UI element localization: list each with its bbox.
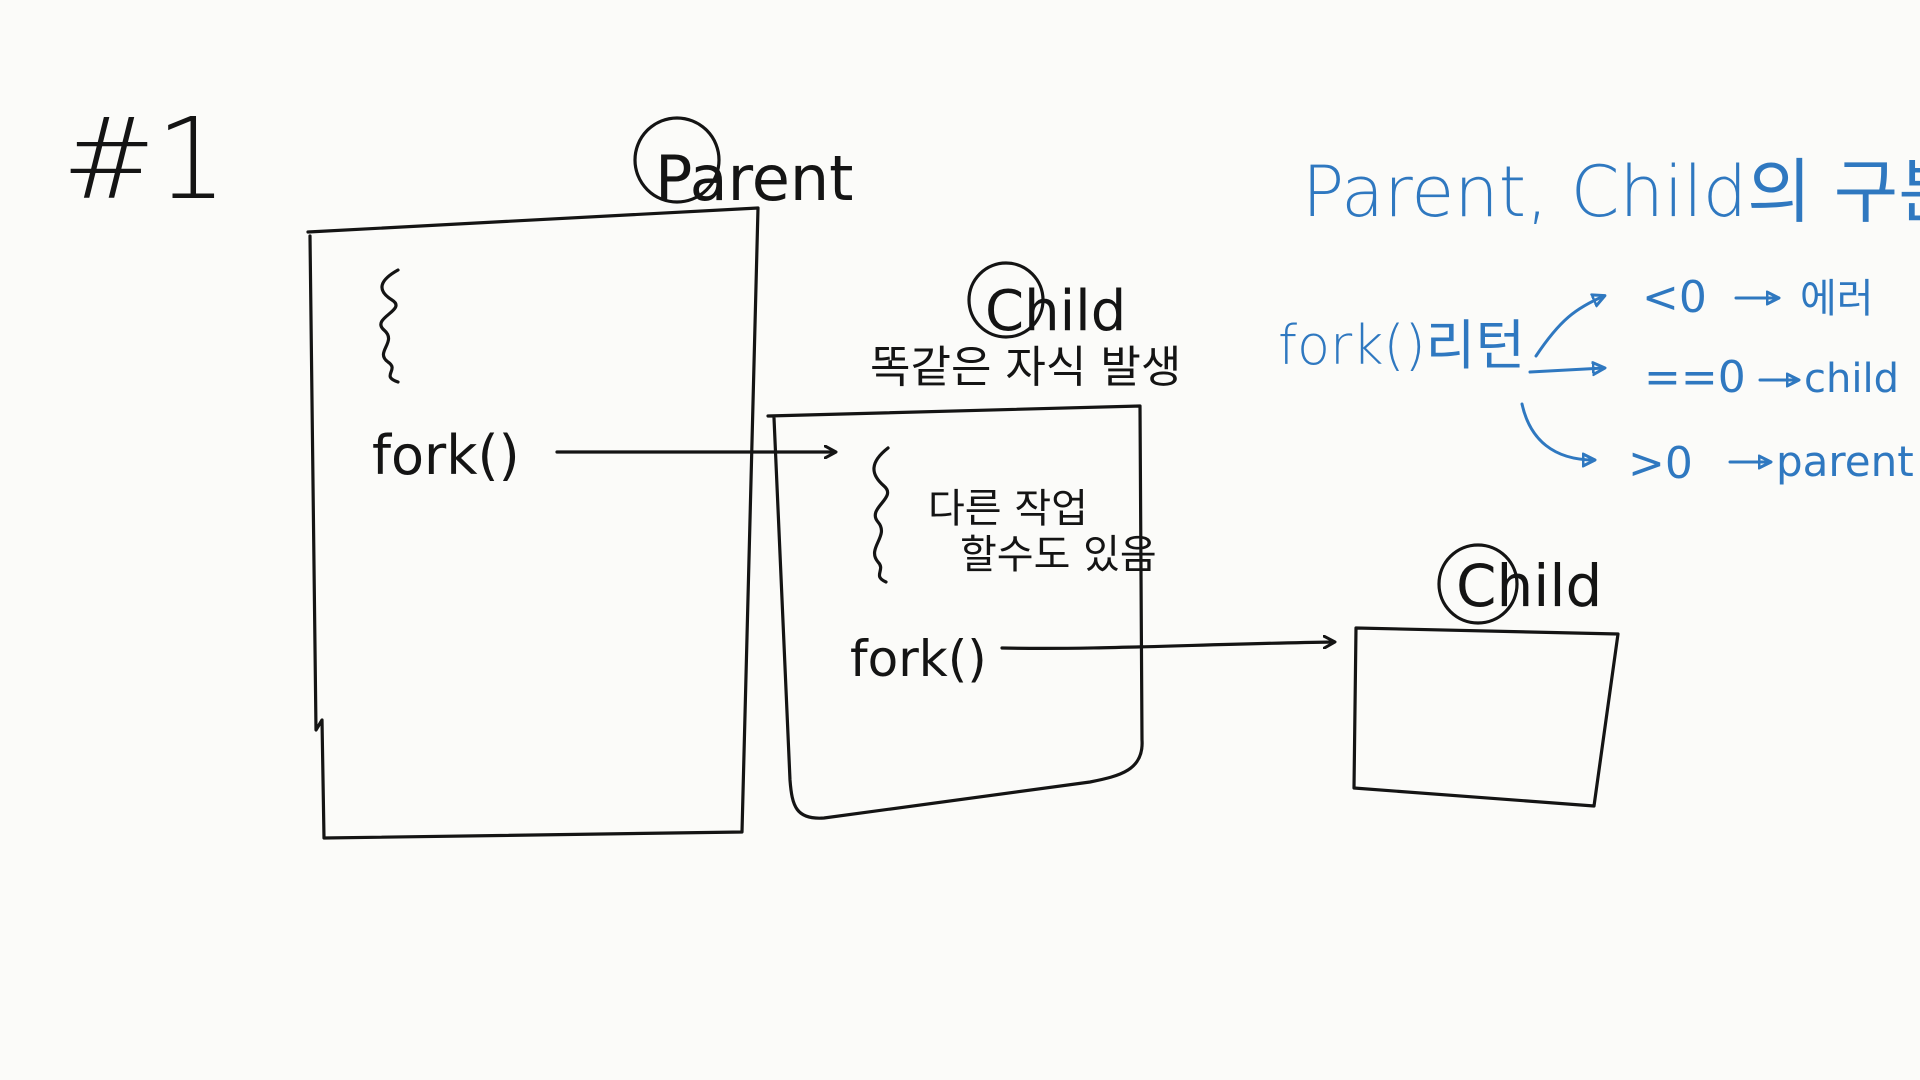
case-result-parent: parent [1776,437,1914,486]
child1-note-line2: 할수도 있음 [960,532,1157,578]
child1-caption: 똑같은 자식 발생 [870,342,1181,393]
child1-initial-circle [967,261,1045,339]
branch-arrow-error [1534,296,1604,358]
child2-title: Child [1456,552,1602,620]
legend-heading: Parent, Child의 구분 [1302,151,1920,233]
parent-process-box [306,206,760,840]
case-result-error: 에러 [1800,276,1874,322]
case-result-child: child [1804,356,1899,402]
parent-title: Parent [655,142,853,215]
case-condition-parent: >0 [1628,438,1693,489]
child1-fork-call: fork() [850,630,987,688]
parent-fork-call: fork() [372,424,520,487]
diagram-number-label: #1 [62,95,227,225]
child1-title: Child [985,279,1126,344]
child1-process-box [766,404,1144,820]
child1-note-line1: 다른 작업 [928,486,1088,532]
child2-initial-circle [1437,543,1519,625]
child2-process-box [1352,626,1620,808]
case-condition-child: ==0 [1644,352,1746,403]
branch-arrow-child [1528,368,1604,372]
fork-return-label: fork()리턴 [1278,314,1525,377]
child-to-grandchild-arrow [1000,642,1334,650]
parent-initial-circle [633,116,721,204]
case-condition-error: <0 [1642,272,1707,323]
branch-arrow-parent [1520,402,1594,460]
child1-code-squiggle [872,446,890,584]
parent-code-squiggle [379,268,400,384]
